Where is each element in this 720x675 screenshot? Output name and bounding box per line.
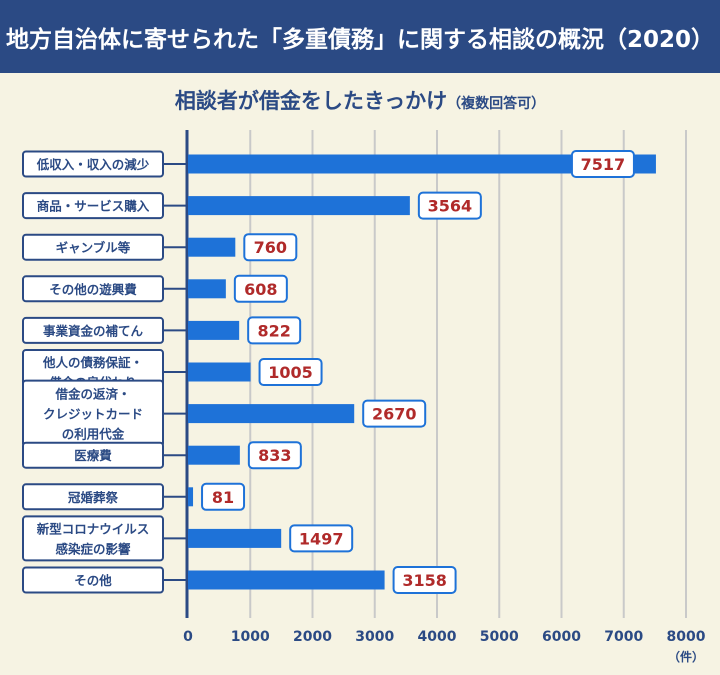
value-label: 833: [258, 446, 291, 465]
value-label-box: [247, 441, 302, 470]
x-tick-label: 8000: [667, 629, 706, 645]
category-label: 商品・サービス購入: [37, 199, 150, 214]
value-label-box: [201, 482, 246, 511]
bar: [188, 320, 240, 340]
category-label: 新型コロナウイルス: [37, 521, 150, 536]
category-label: 医療費: [74, 448, 112, 463]
bar: [188, 487, 194, 507]
chart-subtitle-note: （複数回答可）: [447, 96, 546, 112]
x-tick-label: 5000: [480, 629, 519, 645]
bar: [188, 154, 656, 174]
category-label: その他: [74, 573, 112, 588]
value-label: 81: [212, 488, 234, 507]
x-tick-label: 2000: [293, 629, 332, 645]
bar: [188, 279, 226, 299]
value-label: 3158: [402, 571, 447, 590]
value-label-box: [289, 524, 354, 553]
value-label: 1005: [268, 363, 313, 382]
bar: [188, 237, 236, 257]
chart-subtitle: 相談者が借金をしたきっかけ（複数回答可）: [0, 84, 720, 121]
value-label: 760: [254, 238, 287, 257]
category-label: 感染症の影響: [55, 541, 131, 556]
category-label: 事業資金の補てん: [43, 323, 144, 338]
x-unit-label: （件）: [668, 649, 704, 664]
value-label-box: [258, 358, 323, 386]
value-label-box: [392, 566, 457, 594]
category-label: その他の遊興費: [49, 282, 137, 297]
x-tick-label: 6000: [542, 629, 581, 645]
bar: [188, 404, 355, 424]
value-label-box: [243, 233, 298, 262]
category-label: 低収入・収入の減少: [36, 157, 150, 172]
x-tick-label: 0: [183, 629, 193, 645]
value-label-box: [247, 316, 302, 345]
x-tick-label: 4000: [418, 629, 457, 645]
value-label: 822: [257, 321, 290, 340]
category-label: ギャンブル等: [56, 240, 131, 255]
value-label: 608: [244, 280, 277, 299]
x-tick-label: 7000: [604, 629, 643, 645]
category-label: の利用代金: [62, 427, 125, 442]
category-label: 他人の債務保証・: [42, 355, 143, 370]
value-label-box: [417, 191, 482, 220]
bar: [188, 196, 410, 216]
bar: [188, 445, 240, 465]
value-label-box: [233, 274, 288, 303]
bar: [188, 528, 282, 548]
x-tick-label: 3000: [355, 629, 394, 645]
value-label: 1497: [299, 529, 344, 548]
value-label: 2670: [372, 405, 417, 424]
chart-title-text: 地方自治体に寄せられた「多重債務」に関する相談の概況（2020）: [5, 26, 714, 53]
bar: [188, 362, 251, 382]
category-label: 冠婚葬祭: [68, 490, 119, 505]
chart-title: 地方自治体に寄せられた「多重債務」に関する相談の概況（2020）: [0, 0, 720, 73]
category-label: 借金の返済・: [54, 387, 130, 402]
category-label: クレジットカード: [43, 407, 143, 422]
value-label: 3564: [428, 197, 473, 216]
chart-subtitle-main: 相談者が借金をしたきっかけ: [174, 89, 448, 113]
bar: [188, 570, 385, 590]
x-tick-label: 1000: [231, 629, 270, 645]
value-label: 7517: [581, 155, 626, 174]
value-label-box: [362, 399, 427, 428]
value-label-box: [570, 150, 635, 178]
